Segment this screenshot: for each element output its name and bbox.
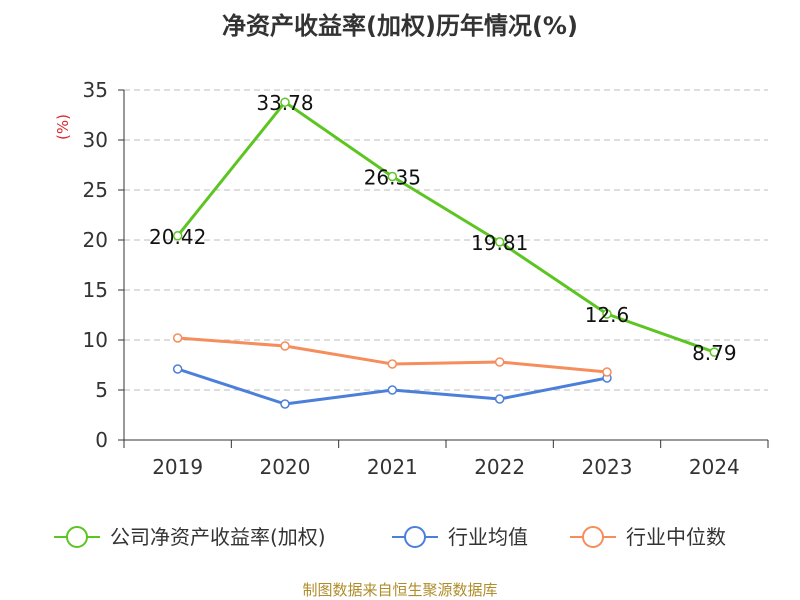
data-labels: 20.42 33.78 26.35 19.81 12.6 8.79 <box>149 91 737 365</box>
data-point[interactable] <box>602 309 612 319</box>
data-label: 33.78 <box>256 91 313 115</box>
legend-marker <box>582 526 604 548</box>
data-point[interactable] <box>709 347 720 357</box>
legend-marker <box>404 526 426 548</box>
legend-item-0[interactable]: 公司净资产收益率(加权) <box>54 525 326 549</box>
legend-item-1[interactable]: 行业均值 <box>392 525 528 549</box>
data-label: 20.42 <box>149 225 206 249</box>
y-tick-label: 20 <box>83 228 108 252</box>
legend[interactable]: 公司净资产收益率(加权) 行业均值 行业中位数 <box>54 525 726 549</box>
source-note: 制图数据来自恒生聚源数据库 <box>302 581 497 599</box>
series-line-0 <box>176 100 715 354</box>
axes: 0 5 10 15 20 25 30 35 2019 2020 2021 2022 2023 2024 <box>83 78 769 479</box>
y-tick-label: 15 <box>83 278 108 302</box>
x-tick-label: 2024 <box>689 455 740 479</box>
x-tick-label: 2022 <box>474 455 525 479</box>
y-tick-label: 5 <box>95 378 108 402</box>
legend-label: 公司净资产收益率(加权) <box>110 525 326 549</box>
legend-label: 行业中位数 <box>626 525 726 549</box>
data-point[interactable] <box>172 333 183 343</box>
data-point[interactable] <box>387 171 398 182</box>
data-point[interactable] <box>280 341 290 351</box>
y-axis-label: (%) <box>54 114 72 140</box>
data-point[interactable] <box>280 399 290 409</box>
legend-label: 行业均值 <box>448 525 528 549</box>
data-point[interactable] <box>602 367 612 377</box>
legend-marker <box>66 526 88 548</box>
data-label: 19.81 <box>471 231 528 255</box>
data-point[interactable] <box>172 231 183 241</box>
data-point[interactable] <box>494 394 505 404</box>
data-point[interactable] <box>172 364 183 374</box>
x-tick-label: 2020 <box>260 455 311 479</box>
data-label: 8.79 <box>692 341 737 365</box>
x-tick-label: 2023 <box>582 455 633 479</box>
data-point[interactable] <box>494 237 505 247</box>
grid-lines <box>124 89 768 391</box>
data-label: 26.35 <box>364 166 421 190</box>
data-label: 12.6 <box>585 303 630 327</box>
chart-title: 净资产收益率(加权)历年情况(%) <box>222 12 578 40</box>
x-tick-label: 2021 <box>367 455 418 479</box>
y-tick-label: 35 <box>83 78 108 102</box>
x-tick-label: 2019 <box>152 455 203 479</box>
y-tick-label: 30 <box>83 128 108 152</box>
y-tick-label: 0 <box>95 428 108 452</box>
series-layer <box>172 97 720 409</box>
data-point[interactable] <box>280 97 290 107</box>
data-point[interactable] <box>494 357 505 367</box>
data-point[interactable] <box>387 359 398 369</box>
y-tick-label: 25 <box>83 178 108 202</box>
y-tick-label: 10 <box>83 328 108 352</box>
legend-item-2[interactable]: 行业中位数 <box>570 525 726 549</box>
data-point[interactable] <box>387 385 398 395</box>
